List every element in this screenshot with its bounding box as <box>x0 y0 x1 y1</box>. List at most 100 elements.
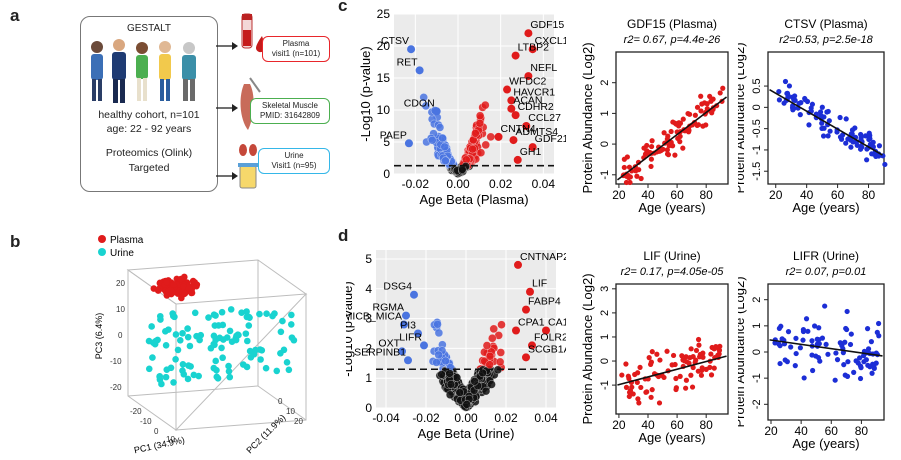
data-point <box>852 125 858 131</box>
data-point <box>864 157 870 163</box>
gene-label: ACAN <box>513 95 542 107</box>
person-icon <box>136 42 148 101</box>
data-point <box>833 350 839 356</box>
z-tick: -20 <box>110 383 122 392</box>
data-point <box>657 357 663 363</box>
x-tick-label: 0.00 <box>454 411 478 425</box>
urine-point <box>172 331 180 338</box>
x-tick-label: 80 <box>700 188 714 202</box>
data-point <box>827 128 833 134</box>
volcano-point <box>434 350 443 360</box>
data-point <box>695 368 701 374</box>
gene-label: FABP4 <box>528 296 561 308</box>
volcano-point <box>495 357 505 367</box>
urine-point <box>234 331 242 338</box>
x-tick-label: 40 <box>641 418 655 432</box>
data-point <box>688 372 694 378</box>
volcano-point <box>440 142 449 151</box>
gene-label: LTBP2 <box>518 42 549 54</box>
cohort-title: GESTALT <box>126 23 172 34</box>
data-point <box>698 108 704 114</box>
y-tick-label: -1 <box>751 145 763 155</box>
data-point <box>869 370 875 376</box>
y-tick-label: 25 <box>377 7 391 21</box>
data-point <box>868 339 874 345</box>
data-point <box>826 118 832 124</box>
x-axis-label: Age Beta (Plasma) <box>419 192 528 207</box>
data-point <box>818 113 825 119</box>
data-point <box>803 316 810 322</box>
plasma-tag: Plasma visit1 (n=101) <box>262 36 330 62</box>
data-point <box>626 375 632 382</box>
data-point <box>679 353 685 359</box>
gene-label: RET <box>397 56 419 68</box>
gene-label: NEFL <box>530 62 557 74</box>
data-point <box>621 164 627 171</box>
x-tick-label: 80 <box>855 424 869 438</box>
volcano-point <box>455 388 464 397</box>
data-point <box>876 333 882 339</box>
data-point <box>843 140 849 146</box>
data-point <box>698 372 705 378</box>
chart-stats: r2= 0.07, p=0.01 <box>786 266 867 278</box>
y-axis-label: Protein Abundance (Log2) <box>580 273 595 424</box>
data-point <box>862 133 869 139</box>
volcano-urine-chart: -0.04 -0.02 0.00 0.02 0.04 0 1 2 3 4 5 CNTNAP2 LIF FA… <box>346 250 566 441</box>
plasma-tag-line2: visit1 (n=101) <box>271 49 321 58</box>
volcano-point <box>452 373 462 382</box>
data-point <box>800 328 807 335</box>
data-point <box>707 93 713 100</box>
ctsv-plasma-chart: CTSV (Plasma) r2=0.53, p=2.5e-18 20 40 60 80 -… <box>738 17 888 215</box>
urine-point <box>158 380 165 388</box>
data-point <box>699 365 705 371</box>
labeled-point <box>494 132 503 141</box>
urine-point <box>288 311 295 319</box>
data-point <box>668 128 674 135</box>
chart-stats: r2=0.53, p=2.5e-18 <box>779 34 873 46</box>
urine-point <box>210 311 218 318</box>
x-tick-label: 0.04 <box>534 411 558 425</box>
urine-point <box>210 332 218 340</box>
legend-urine-label: Urine <box>110 248 134 259</box>
labeled-point <box>398 347 406 356</box>
urine-point <box>176 337 184 344</box>
urine-point <box>157 316 164 323</box>
person-icon <box>91 41 103 101</box>
plasma-point <box>170 281 177 288</box>
urine-point <box>165 326 172 333</box>
volcano-point <box>487 380 496 389</box>
gene-label: CDHR2 <box>518 101 554 113</box>
data-point <box>847 341 854 348</box>
x-tick: 0 <box>154 427 159 436</box>
y-tick-label: -2 <box>751 399 763 409</box>
x-tick-label: 40 <box>641 188 655 202</box>
x-tick-label: -0.02 <box>402 177 430 191</box>
urine-tag-line1: Urine <box>284 151 304 160</box>
data-point <box>698 93 704 99</box>
volcano-point <box>433 320 442 329</box>
legend-plasma-label: Plasma <box>110 235 144 246</box>
volcano-point <box>445 369 454 378</box>
legend-plasma-marker <box>98 235 106 243</box>
volcano-point <box>438 133 447 143</box>
data-point <box>832 377 838 383</box>
y-tick-label: -1 <box>599 170 611 180</box>
regression-line <box>616 96 728 181</box>
volcano-point <box>421 101 431 111</box>
data-point <box>716 351 722 357</box>
x-tick-label: 20 <box>612 418 626 432</box>
labeled-point <box>407 45 416 54</box>
data-point <box>871 362 877 368</box>
urine-point <box>156 373 163 380</box>
data-point <box>809 101 816 107</box>
data-point <box>784 359 790 365</box>
data-point <box>838 136 845 142</box>
data-point <box>692 112 698 118</box>
data-point <box>869 151 875 157</box>
y-tick-label: 20 <box>377 39 391 53</box>
x-tick-label: 80 <box>700 418 714 432</box>
data-point <box>648 156 655 162</box>
chart-stats: r2= 0.17, p=4.05e-05 <box>621 266 725 278</box>
urine-point <box>179 329 186 337</box>
y-tick-label: 1 <box>599 334 611 340</box>
